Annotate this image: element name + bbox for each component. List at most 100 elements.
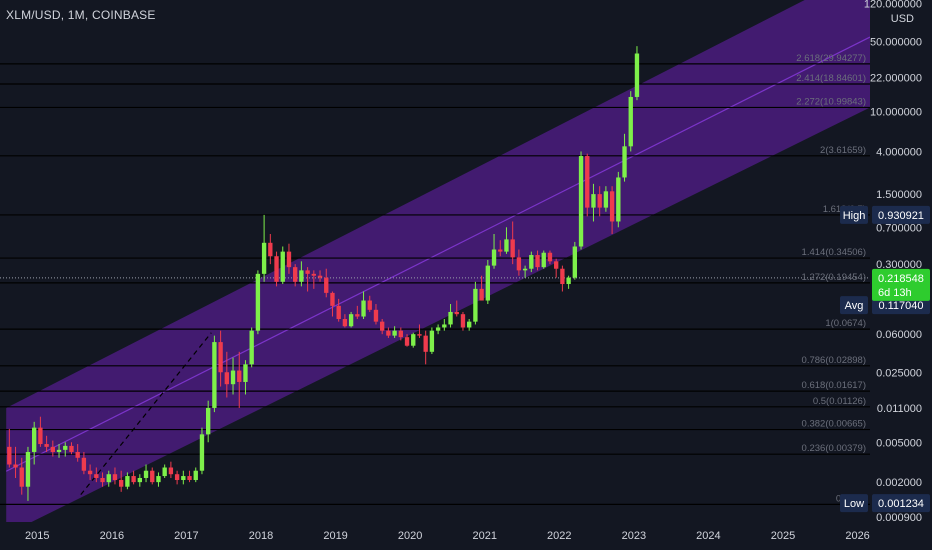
candle	[19, 457, 24, 495]
candle-body	[237, 370, 242, 382]
trend-line	[80, 332, 212, 496]
time-tick-label: 2019	[323, 530, 347, 542]
candle-body	[56, 449, 62, 452]
candle-body	[13, 464, 18, 468]
candle	[38, 416, 43, 447]
candle	[324, 268, 329, 298]
candle-body	[206, 407, 211, 435]
candle-body	[38, 427, 43, 445]
price-tick-label: 22.000000	[870, 72, 922, 84]
candle	[206, 400, 211, 443]
candle-body	[535, 255, 540, 268]
candle	[392, 326, 397, 338]
candle-body	[460, 314, 466, 328]
candle-body	[522, 268, 528, 271]
candle	[460, 311, 466, 331]
price-tick-label: 0.011000	[877, 403, 922, 415]
candle-body	[386, 330, 391, 336]
fib-level-label: 0.786(0.02898)	[802, 355, 866, 366]
candle-body	[392, 330, 397, 336]
candle	[293, 264, 298, 287]
candle	[547, 250, 553, 265]
candle	[7, 428, 12, 468]
price-tick-label: 0.700000	[876, 222, 922, 234]
candle-body	[174, 474, 180, 481]
fib-level-label: 1(0.0674)	[825, 318, 866, 329]
fib-levels	[0, 63, 870, 505]
candle	[143, 464, 149, 483]
candle	[218, 330, 223, 387]
candle	[131, 470, 136, 485]
candle	[156, 472, 161, 487]
candle-body	[224, 372, 229, 385]
avg-tag-label: Avg	[845, 300, 864, 312]
candle	[162, 464, 167, 478]
candle	[535, 250, 540, 271]
candle	[429, 327, 435, 355]
candle-body	[311, 273, 316, 276]
candle-body	[193, 470, 198, 481]
candle-body	[603, 191, 609, 208]
candle	[13, 446, 18, 478]
fib-level-label: 0.382(0.00665)	[802, 419, 866, 430]
candle	[330, 291, 335, 317]
candle-body	[25, 451, 31, 487]
candle-body	[609, 191, 615, 222]
candle-body	[622, 146, 627, 178]
candle	[485, 259, 490, 305]
candle-body	[199, 434, 205, 471]
candle	[174, 470, 180, 485]
candle-body	[261, 242, 267, 274]
time-axis-bg	[0, 522, 932, 550]
fib-level-label: 2(3.61659)	[820, 145, 866, 156]
candle	[56, 444, 62, 458]
candle-body	[137, 477, 142, 483]
candle-body	[448, 311, 453, 325]
candle-body	[249, 330, 254, 365]
candle	[336, 298, 341, 322]
candle	[100, 472, 105, 487]
candle-body	[541, 252, 546, 268]
candle-body	[454, 311, 459, 315]
fib-level-label: 2.618(29.94277)	[796, 53, 866, 64]
candle-body	[442, 324, 447, 328]
time-axis[interactable]: 2015 2016 2017 2018 2019 2020 2021 2022 2023 2024…	[0, 522, 932, 550]
candle-body	[32, 427, 37, 452]
low-tag-value: 0.001234	[878, 498, 924, 510]
candle-body	[94, 474, 99, 478]
candle	[454, 300, 459, 317]
candle	[69, 442, 74, 455]
candle-body	[380, 321, 385, 331]
candle	[168, 461, 174, 478]
candle	[199, 427, 205, 475]
candle	[510, 221, 515, 265]
last-price-tag-bg	[872, 268, 930, 301]
candle	[355, 305, 360, 320]
candle-body	[560, 268, 565, 285]
candle	[597, 186, 602, 217]
candle-body	[112, 474, 118, 481]
candle-body	[168, 467, 174, 475]
candle-body	[554, 261, 559, 269]
candle-body	[324, 277, 329, 293]
candle-body	[435, 327, 441, 331]
candle	[566, 275, 571, 289]
candle	[317, 270, 323, 282]
high-tag-value: 0.930921	[878, 210, 924, 222]
price-tick-label: 0.005000	[876, 437, 922, 449]
candle	[361, 291, 366, 320]
candle-body	[342, 319, 348, 327]
time-tick-label: 2018	[249, 530, 273, 542]
fib-level-label: 1.414(0.34506)	[802, 247, 866, 258]
candle	[25, 446, 31, 501]
candle	[380, 319, 385, 335]
price-tick-label: 0.300000	[876, 259, 922, 271]
candle	[479, 275, 484, 301]
candle-body	[467, 321, 472, 328]
candle-body	[597, 194, 602, 208]
candle	[373, 304, 379, 325]
fib-level-label: 0.618(0.01617)	[802, 380, 866, 391]
candle-body	[547, 252, 553, 262]
candle	[560, 265, 565, 292]
